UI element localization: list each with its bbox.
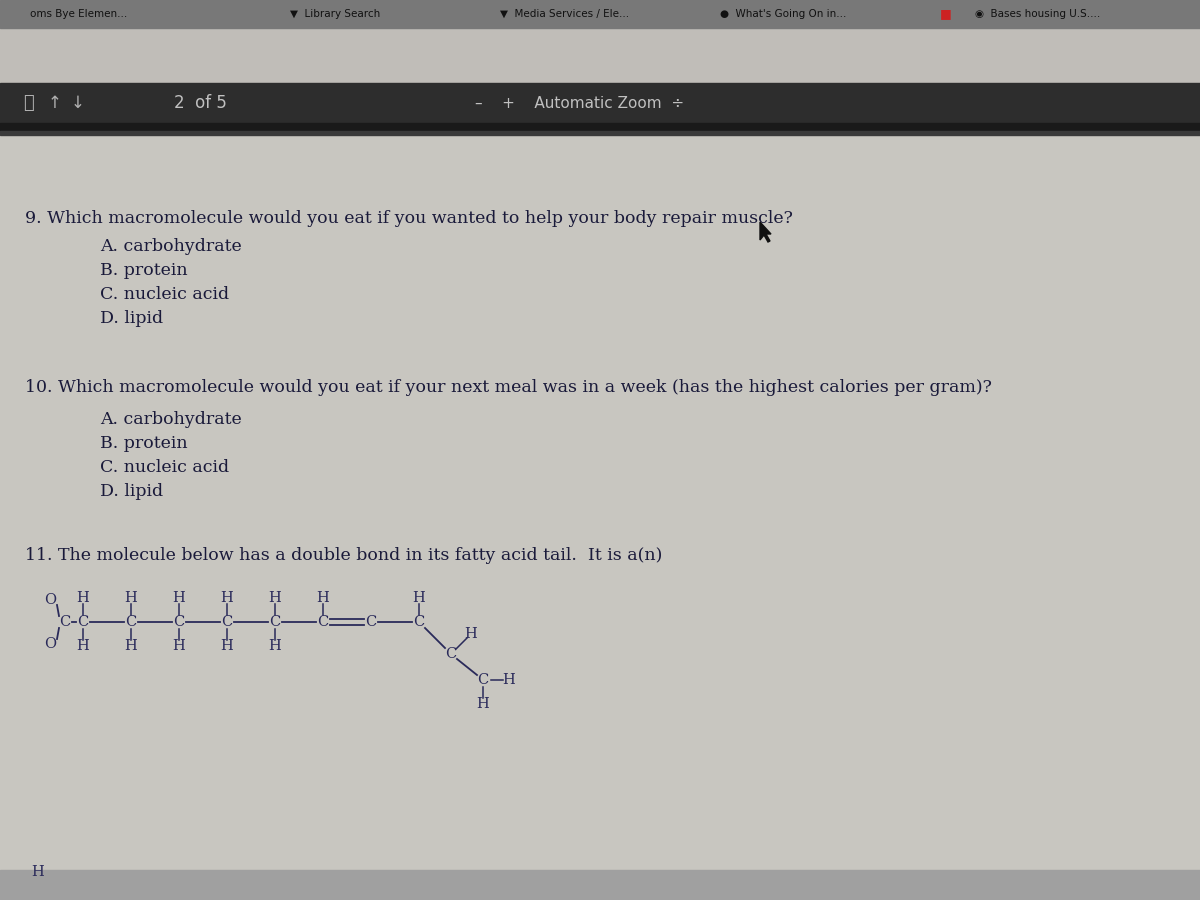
Bar: [0, 28, 1200, 83]
Text: 11. The molecule below has a double bond in its fatty acid tail.  It is a(n): 11. The molecule below has a double bond…: [25, 547, 662, 564]
Text: C: C: [173, 615, 185, 629]
Bar: [0, 0, 1200, 28]
Text: C: C: [77, 615, 89, 629]
Text: C. nucleic acid: C. nucleic acid: [100, 459, 229, 476]
Text: ⌕: ⌕: [23, 94, 34, 112]
Text: C: C: [125, 615, 137, 629]
Text: 10. Which macromolecule would you eat if your next meal was in a week (has the h: 10. Which macromolecule would you eat if…: [25, 379, 992, 396]
Text: H: H: [221, 639, 233, 653]
Text: A. carbohydrate: A. carbohydrate: [100, 411, 241, 428]
Text: H: H: [77, 591, 89, 605]
Text: C: C: [413, 615, 425, 629]
Text: C: C: [59, 615, 71, 629]
Text: H: H: [173, 591, 185, 605]
Bar: [0, 131, 1200, 135]
Text: ◉  Bases housing U.S....: ◉ Bases housing U.S....: [974, 9, 1100, 19]
Text: C: C: [365, 615, 377, 629]
Text: H: H: [125, 591, 137, 605]
Text: C: C: [478, 673, 488, 687]
Text: H: H: [173, 639, 185, 653]
Bar: [0, 83, 1200, 123]
Text: 2  of 5: 2 of 5: [174, 94, 227, 112]
Text: –    +    Automatic Zoom  ÷: – + Automatic Zoom ÷: [475, 95, 684, 111]
Text: ↑: ↑: [48, 94, 62, 112]
Text: D. lipid: D. lipid: [100, 310, 163, 327]
Text: H: H: [317, 591, 329, 605]
Text: H: H: [221, 591, 233, 605]
Text: ▼  Media Services / Ele...: ▼ Media Services / Ele...: [500, 9, 629, 19]
Text: C: C: [445, 647, 457, 661]
Text: oms Bye Elemen...: oms Bye Elemen...: [30, 9, 127, 19]
Text: H: H: [125, 639, 137, 653]
Text: H: H: [269, 639, 281, 653]
Text: H: H: [31, 865, 44, 879]
Text: H: H: [464, 627, 478, 641]
Text: C: C: [317, 615, 329, 629]
Text: H: H: [476, 697, 490, 711]
Text: ▼  Library Search: ▼ Library Search: [290, 9, 380, 19]
Text: O: O: [44, 637, 56, 651]
Text: D. lipid: D. lipid: [100, 483, 163, 500]
Text: C: C: [221, 615, 233, 629]
Polygon shape: [760, 222, 772, 242]
Text: H: H: [413, 591, 425, 605]
Text: C: C: [269, 615, 281, 629]
Bar: [0, 870, 1200, 900]
Text: 9. Which macromolecule would you eat if you wanted to help your body repair musc: 9. Which macromolecule would you eat if …: [25, 210, 793, 227]
Text: C. nucleic acid: C. nucleic acid: [100, 286, 229, 303]
Text: B. protein: B. protein: [100, 435, 187, 452]
Bar: [0, 123, 1200, 131]
Text: ●  What's Going On in...: ● What's Going On in...: [720, 9, 846, 19]
Text: ↓: ↓: [71, 94, 85, 112]
Text: O: O: [44, 593, 56, 607]
Text: H: H: [77, 639, 89, 653]
Text: A. carbohydrate: A. carbohydrate: [100, 238, 241, 255]
Text: B. protein: B. protein: [100, 262, 187, 279]
Text: ■: ■: [940, 7, 952, 21]
Text: H: H: [503, 673, 515, 687]
Text: H: H: [269, 591, 281, 605]
